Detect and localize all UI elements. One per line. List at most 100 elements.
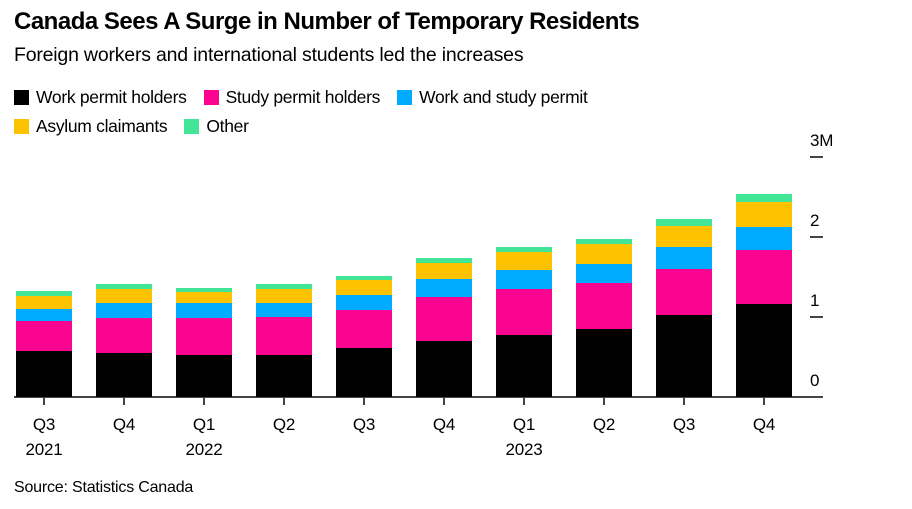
x-axis-label-6: Q1	[512, 415, 536, 434]
bar-segment-other-9	[736, 193, 792, 202]
bar-segment-work-and-study-permit-8	[656, 247, 712, 269]
x-axis-label-9: Q4	[752, 415, 776, 434]
x-axis-label-2: Q1	[192, 415, 216, 434]
bar-segment-work-permit-holders-8	[656, 315, 712, 397]
y-axis-label-0: 0	[810, 371, 820, 390]
legend-swatch-study-permit-holders	[203, 89, 219, 105]
y-axis-label-3: 3M	[810, 131, 834, 150]
y-axis-tick-2	[810, 236, 823, 238]
bar-segment-work-permit-holders-2	[176, 354, 232, 397]
legend-item-study-permit-holders: Study permit holders	[203, 87, 381, 107]
x-axis-tick-6	[523, 398, 525, 405]
legend-item-work-and-study-permit: Work and study permit	[397, 87, 588, 107]
legend-item-other: Other	[184, 116, 249, 136]
x-axis-tick-3	[283, 398, 285, 405]
x-axis-label-3: Q2	[272, 415, 296, 434]
legend-item-work-permit-holders: Work permit holders	[14, 87, 187, 107]
bar-segment-work-permit-holders-9	[736, 304, 792, 397]
bar-segment-study-permit-holders-4	[336, 309, 392, 349]
legend-row-2: Asylum claimants Other	[14, 116, 588, 136]
legend-swatch-other	[184, 118, 200, 134]
x-axis-label-5: Q4	[432, 415, 456, 434]
legend-item-asylum-claimants: Asylum claimants	[14, 116, 168, 136]
y-axis-tick-3	[810, 156, 823, 158]
x-axis-tick-2	[203, 398, 205, 405]
legend-label-work-and-study-permit: Work and study permit	[419, 87, 588, 107]
bar-segment-other-1	[96, 284, 152, 289]
x-axis-label-0: Q3	[32, 415, 56, 434]
bar-segment-asylum-claimants-6	[496, 252, 552, 270]
bar-segment-work-and-study-permit-5	[416, 279, 472, 297]
bar-segment-work-permit-holders-5	[416, 341, 472, 397]
y-axis-tick-1	[810, 316, 823, 318]
bar-segment-other-4	[336, 276, 392, 281]
bar-segment-other-0	[16, 291, 72, 297]
bar-segment-other-3	[256, 284, 312, 289]
x-axis-year-label-2023: 2023	[505, 440, 543, 459]
bar-segment-other-7	[576, 238, 632, 245]
legend-label-study-permit-holders: Study permit holders	[225, 87, 381, 107]
legend-swatch-work-and-study-permit	[397, 89, 413, 105]
x-axis-tick-8	[683, 398, 685, 405]
legend-label-work-permit-holders: Work permit holders	[36, 87, 187, 107]
bar-segment-other-6	[496, 247, 552, 253]
bar-segment-work-and-study-permit-6	[496, 269, 552, 289]
bar-segment-study-permit-holders-1	[96, 317, 152, 353]
source-note: Source: Statistics Canada	[14, 479, 194, 496]
bar-segment-study-permit-holders-7	[576, 283, 632, 329]
bar-segment-study-permit-holders-3	[256, 317, 312, 355]
x-axis-label-1: Q4	[112, 415, 136, 434]
x-axis-tick-7	[603, 398, 605, 405]
legend-swatch-asylum-claimants	[14, 118, 29, 134]
bar-segment-study-permit-holders-6	[496, 289, 552, 336]
bar-segment-asylum-claimants-3	[256, 289, 312, 303]
x-axis-line	[14, 396, 823, 398]
bar-segment-study-permit-holders-5	[416, 297, 472, 341]
bar-segment-other-8	[656, 219, 712, 226]
legend-label-asylum-claimants: Asylum claimants	[36, 116, 168, 136]
bar-segment-work-and-study-permit-4	[336, 294, 392, 310]
x-axis-label-7: Q2	[592, 415, 616, 434]
bar-segment-asylum-claimants-0	[16, 296, 72, 309]
bar-segment-asylum-claimants-2	[176, 292, 232, 304]
bar-segment-work-permit-holders-4	[336, 348, 392, 397]
legend: Work permit holders Study permit holders W…	[14, 87, 588, 136]
bar-segment-work-and-study-permit-2	[176, 303, 232, 318]
bar-segment-asylum-claimants-8	[656, 225, 712, 248]
bar-segment-asylum-claimants-5	[416, 263, 472, 280]
chart-title: Canada Sees A Surge in Number of Tempora…	[14, 8, 640, 35]
x-axis-label-8: Q3	[672, 415, 696, 434]
bar-segment-work-permit-holders-3	[256, 354, 312, 397]
legend-swatch-work-permit-holders	[14, 89, 29, 105]
bar-segment-asylum-claimants-4	[336, 280, 392, 295]
bar-segment-work-permit-holders-1	[96, 353, 152, 397]
bar-segment-other-5	[416, 257, 472, 264]
bar-segment-other-2	[176, 288, 232, 293]
legend-row-1: Work permit holders Study permit holders W…	[14, 87, 588, 107]
bar-segment-work-and-study-permit-7	[576, 264, 632, 284]
bar-segment-work-and-study-permit-1	[96, 303, 152, 318]
bar-segment-asylum-claimants-1	[96, 289, 152, 304]
chart-subtitle: Foreign workers and international studen…	[14, 44, 524, 66]
x-axis-tick-9	[763, 398, 765, 405]
x-axis-year-label-2022: 2022	[185, 440, 223, 459]
bar-segment-work-and-study-permit-3	[256, 302, 312, 317]
bar-segment-study-permit-holders-8	[656, 269, 712, 316]
bar-segment-work-permit-holders-6	[496, 335, 552, 397]
bar-segment-study-permit-holders-2	[176, 317, 232, 355]
bar-segment-study-permit-holders-0	[16, 321, 72, 352]
y-axis-label-1: 1	[810, 291, 820, 310]
x-axis-label-4: Q3	[352, 415, 376, 434]
x-axis-tick-1	[123, 398, 125, 405]
bar-segment-work-permit-holders-0	[16, 351, 72, 397]
bar-segment-work-and-study-permit-9	[736, 227, 792, 250]
x-axis-tick-0	[43, 398, 45, 405]
bar-segment-asylum-claimants-7	[576, 244, 632, 265]
legend-label-other: Other	[206, 116, 249, 136]
x-axis-year-label-2021: 2021	[25, 440, 63, 459]
bar-segment-asylum-claimants-9	[736, 201, 792, 228]
x-axis-tick-4	[363, 398, 365, 405]
x-axis-tick-5	[443, 398, 445, 405]
y-axis-label-2: 2	[810, 211, 820, 230]
